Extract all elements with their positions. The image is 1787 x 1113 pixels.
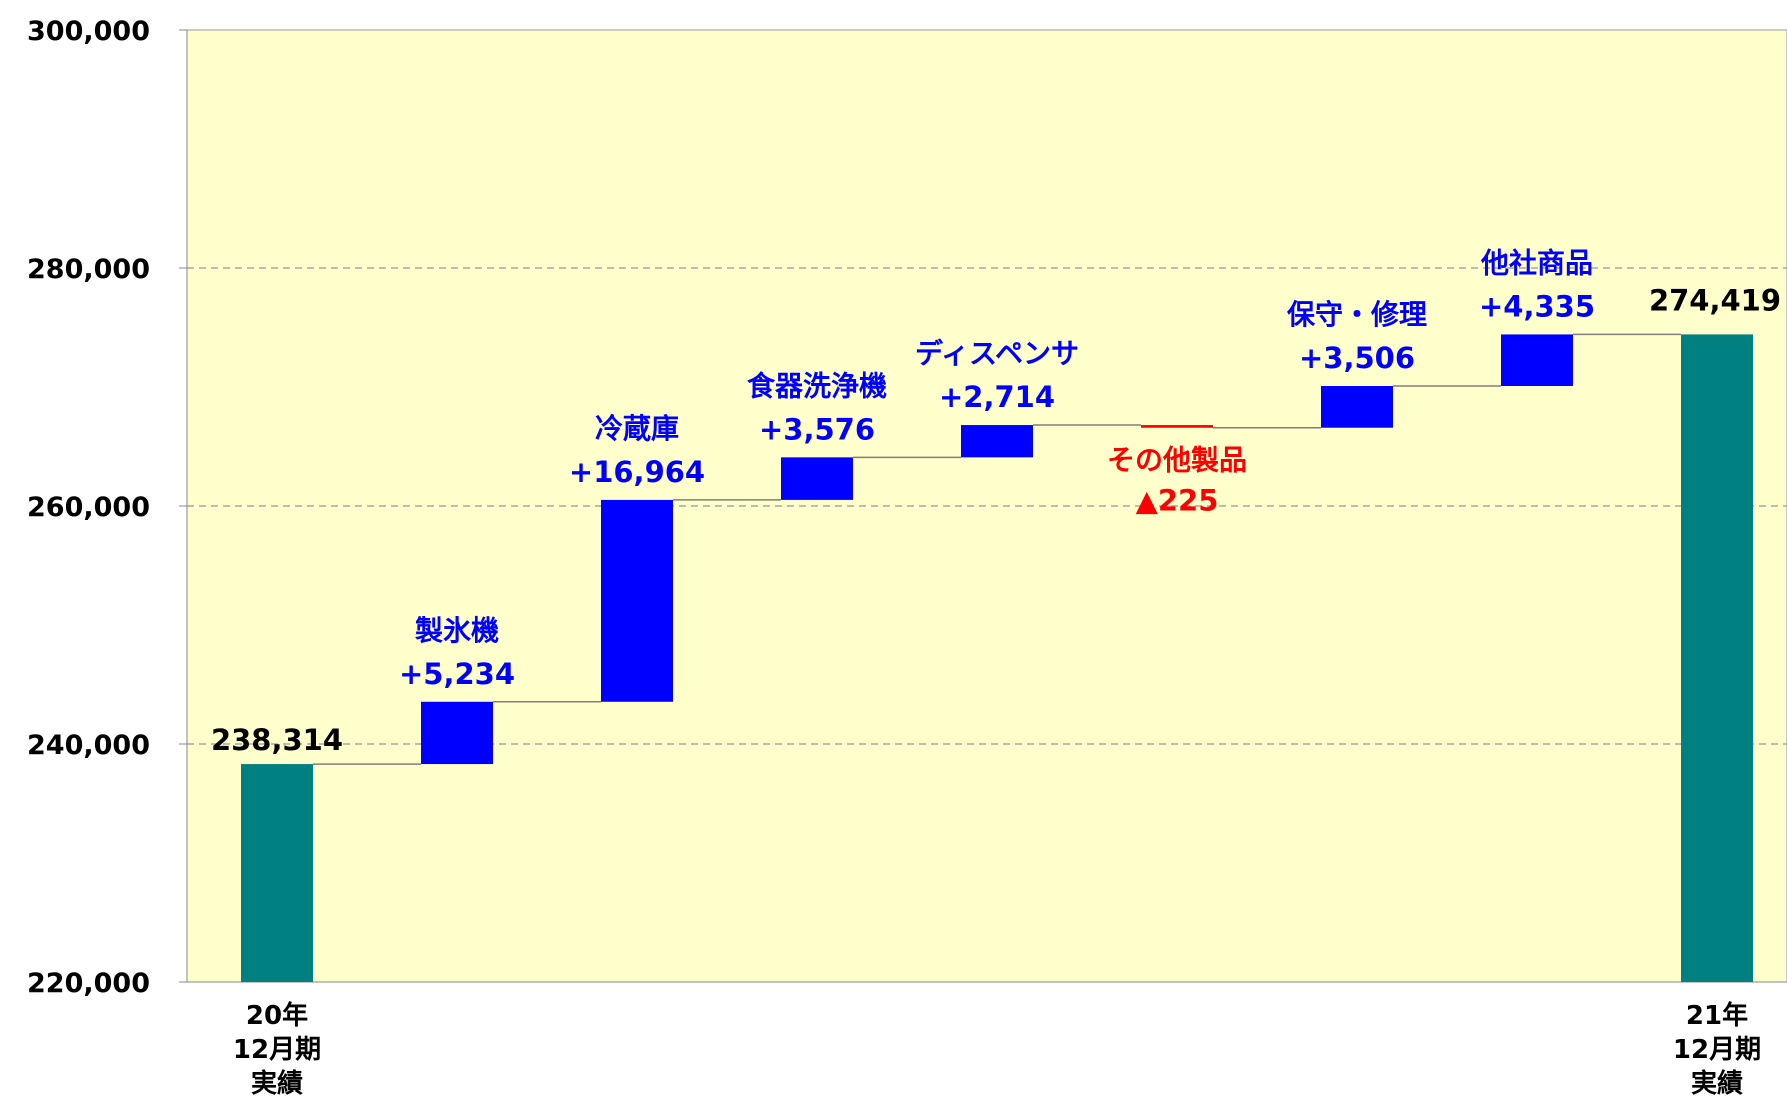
end-value-label: 274,419 [1649,283,1781,317]
step-name-label: 他社商品 [1480,246,1593,279]
bar-increase [601,500,673,702]
delta-label: +3,506 [1299,341,1415,375]
bar-increase [421,702,493,764]
bar-increase [1321,386,1393,428]
y-tick-label: 260,000 [27,492,150,523]
bar-decrease [1141,425,1213,428]
start-value-label: 238,314 [211,723,343,757]
y-tick-label: 300,000 [27,16,150,47]
step-name-label: ディスペンサ [915,337,1079,370]
x-category-label: 実績 [251,1068,303,1099]
delta-label: +4,335 [1479,289,1595,323]
delta-label: +3,576 [759,412,875,446]
delta-label: +2,714 [939,380,1055,414]
bar-start-total [241,764,313,982]
delta-label: +16,964 [569,455,705,489]
step-name-label: 製氷機 [415,614,499,647]
bar-increase [1501,334,1573,386]
step-name-label: その他製品 [1107,444,1247,477]
bar-increase [961,425,1033,457]
delta-label: ▲225 [1136,484,1219,518]
x-category-label: 12月期 [1673,1035,1761,1065]
x-category-label: 20年 [246,1000,308,1031]
delta-label: +5,234 [399,657,515,691]
step-name-label: 保守・修理 [1287,298,1427,331]
x-category-label: 12月期 [233,1035,321,1065]
y-tick-label: 240,000 [27,730,150,761]
bar-end-total [1681,334,1753,982]
step-name-label: 冷蔵庫 [595,412,679,445]
x-category-label: 21年 [1686,1000,1748,1031]
bar-increase [781,457,853,500]
step-name-label: 食器洗浄機 [747,369,887,402]
y-tick-label: 220,000 [27,968,150,999]
y-tick-label: 280,000 [27,254,150,285]
x-category-label: 実績 [1691,1068,1743,1099]
